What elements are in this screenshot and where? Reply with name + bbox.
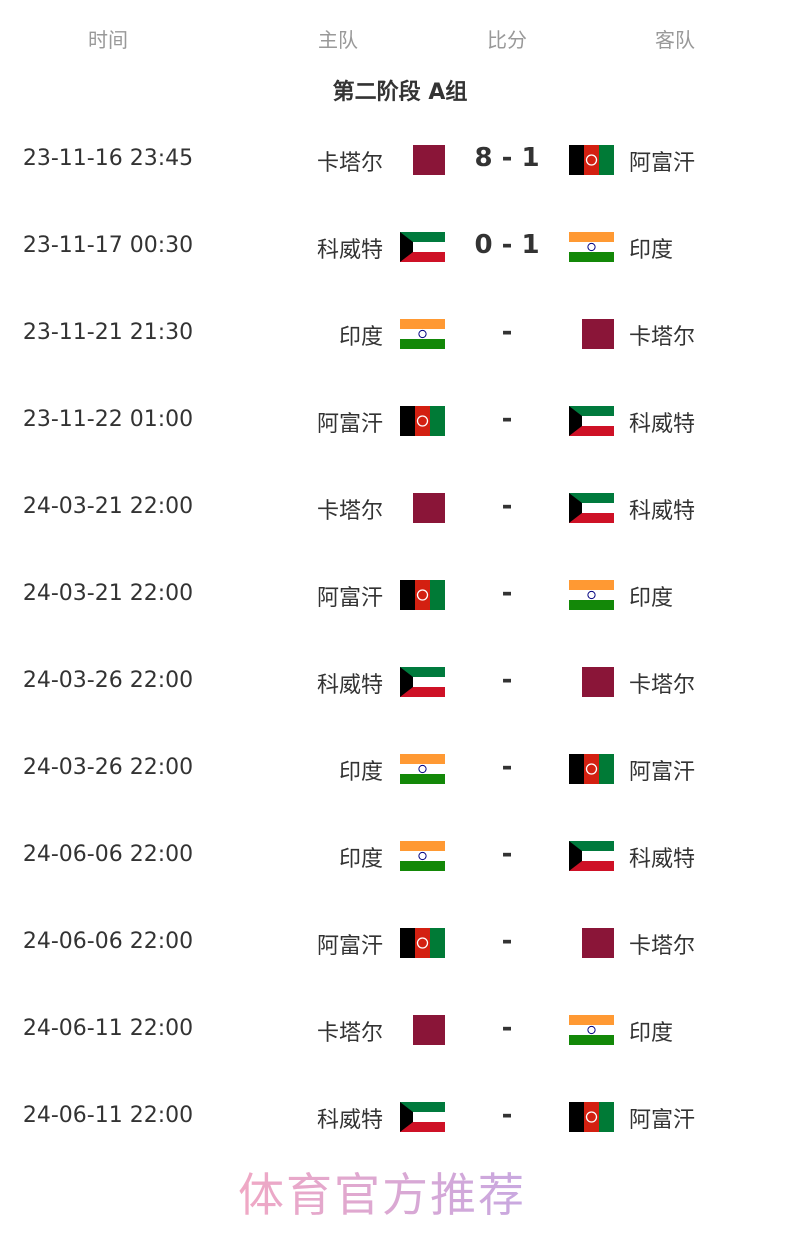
- match-row[interactable]: 24-03-21 22:00 卡塔尔 - 科威特: [0, 478, 800, 538]
- column-header-time: 时间: [88, 28, 128, 52]
- match-row[interactable]: 24-03-26 22:00 印度 - 阿富汗: [0, 739, 800, 799]
- away-team: 印度: [629, 1021, 674, 1046]
- india-flag-icon: [569, 232, 614, 262]
- away-team: 阿富汗: [629, 151, 696, 176]
- match-row[interactable]: 24-06-06 22:00 阿富汗 - 卡塔尔: [0, 913, 800, 973]
- match-score: -: [501, 1013, 513, 1043]
- match-row[interactable]: 23-11-22 01:00 阿富汗 - 科威特: [0, 391, 800, 451]
- kuwait-flag-icon: [400, 232, 445, 262]
- india-flag-icon: [569, 1015, 614, 1045]
- away-team: 卡塔尔: [629, 934, 696, 959]
- away-team: 科威特: [629, 499, 696, 524]
- match-time: 23-11-16 23:45: [22, 146, 194, 171]
- match-time: 24-06-11 22:00: [22, 1103, 194, 1128]
- home-team: 印度: [338, 760, 383, 785]
- qatar-flag-icon: [400, 145, 445, 175]
- column-header-away: 客队: [655, 28, 695, 52]
- column-header-score: 比分: [487, 28, 527, 52]
- match-row[interactable]: 24-03-21 22:00 阿富汗 - 印度: [0, 565, 800, 625]
- column-header-home: 主队: [318, 28, 358, 52]
- match-time: 24-03-26 22:00: [22, 755, 194, 780]
- home-team: 印度: [338, 325, 383, 350]
- home-team: 卡塔尔: [316, 1021, 383, 1046]
- match-row[interactable]: 23-11-16 23:45 卡塔尔 8 - 1 阿富汗: [0, 130, 800, 190]
- match-score: -: [501, 839, 513, 869]
- qatar-flag-icon: [400, 1015, 445, 1045]
- match-score: 0 - 1: [474, 230, 540, 260]
- match-score: -: [501, 1100, 513, 1130]
- match-time: 24-06-06 22:00: [22, 929, 194, 954]
- away-team: 卡塔尔: [629, 325, 696, 350]
- match-row[interactable]: 24-06-11 22:00 卡塔尔 - 印度: [0, 1000, 800, 1060]
- away-team: 阿富汗: [629, 760, 696, 785]
- match-row[interactable]: 23-11-17 00:30 科威特 0 - 1 印度: [0, 217, 800, 277]
- match-score: -: [501, 578, 513, 608]
- away-team: 印度: [629, 238, 674, 263]
- home-team: 科威特: [316, 1108, 383, 1133]
- qatar-flag-icon: [569, 667, 614, 697]
- away-team: 科威特: [629, 847, 696, 872]
- qatar-flag-icon: [569, 319, 614, 349]
- match-score: 8 - 1: [474, 143, 540, 173]
- kuwait-flag-icon: [400, 667, 445, 697]
- match-time: 24-03-26 22:00: [22, 668, 194, 693]
- home-team: 阿富汗: [316, 934, 383, 959]
- match-row[interactable]: 24-06-11 22:00 科威特 - 阿富汗: [0, 1087, 800, 1147]
- kuwait-flag-icon: [400, 1102, 445, 1132]
- away-team: 印度: [629, 586, 674, 611]
- kuwait-flag-icon: [569, 493, 614, 523]
- match-time: 24-06-11 22:00: [22, 1016, 194, 1041]
- afghanistan-flag-icon: [569, 145, 614, 175]
- match-time: 24-06-06 22:00: [22, 842, 194, 867]
- home-team: 阿富汗: [316, 586, 383, 611]
- match-row[interactable]: 24-06-06 22:00 印度 - 科威特: [0, 826, 800, 886]
- match-row[interactable]: 23-11-21 21:30 印度 - 卡塔尔: [0, 304, 800, 364]
- home-team: 阿富汗: [316, 412, 383, 437]
- match-row[interactable]: 24-03-26 22:00 科威特 - 卡塔尔: [0, 652, 800, 712]
- india-flag-icon: [400, 319, 445, 349]
- away-team: 卡塔尔: [629, 673, 696, 698]
- home-team: 卡塔尔: [316, 499, 383, 524]
- home-team: 印度: [338, 847, 383, 872]
- group-title: 第二阶段 A组: [332, 80, 468, 105]
- afghanistan-flag-icon: [400, 406, 445, 436]
- india-flag-icon: [400, 841, 445, 871]
- match-time: 23-11-17 00:30: [22, 233, 194, 258]
- watermark: 体育官方推荐: [238, 1168, 526, 1222]
- afghanistan-flag-icon: [569, 754, 614, 784]
- afghanistan-flag-icon: [569, 1102, 614, 1132]
- match-score: -: [501, 926, 513, 956]
- match-score: -: [501, 404, 513, 434]
- home-team: 科威特: [316, 238, 383, 263]
- match-score: -: [501, 752, 513, 782]
- away-team: 阿富汗: [629, 1108, 696, 1133]
- qatar-flag-icon: [569, 928, 614, 958]
- india-flag-icon: [400, 754, 445, 784]
- match-score: -: [501, 491, 513, 521]
- afghanistan-flag-icon: [400, 928, 445, 958]
- match-score: -: [501, 317, 513, 347]
- match-time: 24-03-21 22:00: [22, 494, 194, 519]
- afghanistan-flag-icon: [400, 580, 445, 610]
- match-time: 23-11-22 01:00: [22, 407, 194, 432]
- kuwait-flag-icon: [569, 406, 614, 436]
- away-team: 科威特: [629, 412, 696, 437]
- home-team: 科威特: [316, 673, 383, 698]
- home-team: 卡塔尔: [316, 151, 383, 176]
- match-time: 24-03-21 22:00: [22, 581, 194, 606]
- match-score: -: [501, 665, 513, 695]
- qatar-flag-icon: [400, 493, 445, 523]
- india-flag-icon: [569, 580, 614, 610]
- kuwait-flag-icon: [569, 841, 614, 871]
- match-time: 23-11-21 21:30: [22, 320, 194, 345]
